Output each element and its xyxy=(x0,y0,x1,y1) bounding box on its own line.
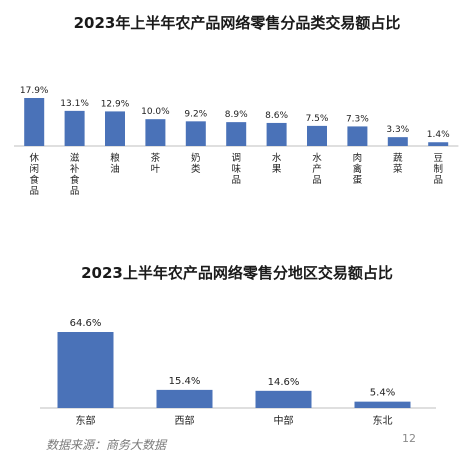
chart2-title: 2023上半年农产品网络零售分地区交易额占比 xyxy=(81,264,393,282)
data-label: 64.6% xyxy=(70,318,102,329)
category-label: 休闲食品 xyxy=(29,152,39,197)
data-label: 7.3% xyxy=(346,114,369,124)
category-label: 东北 xyxy=(373,414,393,427)
data-label: 3.3% xyxy=(386,125,409,135)
category-label: 肉禽蛋 xyxy=(353,152,363,186)
bar xyxy=(156,389,213,408)
data-label: 1.4% xyxy=(427,130,450,140)
data-label: 9.2% xyxy=(184,109,207,119)
bar xyxy=(428,142,449,146)
category-label: 蔬菜 xyxy=(393,152,403,175)
bar xyxy=(185,121,206,146)
bar xyxy=(226,122,247,146)
category-label: 中部 xyxy=(274,414,294,427)
category-label: 粮油 xyxy=(110,152,120,175)
bar xyxy=(387,137,408,146)
bar xyxy=(354,401,411,408)
category-label: 豆制品 xyxy=(433,153,443,186)
data-label: 14.6% xyxy=(268,377,300,388)
category-label: 水产品 xyxy=(312,152,322,186)
data-source-note: 数据来源：商务大数据 xyxy=(46,438,167,452)
category-label: 东部 xyxy=(76,414,96,427)
category-label: 西部 xyxy=(175,414,195,427)
bar xyxy=(307,125,327,146)
data-label: 7.5% xyxy=(306,114,329,124)
bar xyxy=(24,98,45,146)
bar xyxy=(57,332,114,408)
bar xyxy=(255,390,312,408)
bar xyxy=(347,126,368,146)
category-share-chart: 17.9% 休闲食品 13.1% 滋补食品 12.9% 粮油 10.0% 茶叶 9.2% 奶类 8.… xyxy=(14,86,459,197)
category-label: 滋补食品 xyxy=(70,152,80,197)
category-label: 茶叶 xyxy=(151,152,161,175)
category-label: 调味品 xyxy=(231,153,241,186)
bar xyxy=(145,119,166,146)
category-label: 奶类 xyxy=(191,152,201,175)
data-label: 5.4% xyxy=(370,388,395,399)
bar xyxy=(64,110,85,146)
bar xyxy=(266,122,287,146)
data-label: 17.9% xyxy=(20,86,49,96)
data-label: 12.9% xyxy=(101,99,130,109)
data-label: 15.4% xyxy=(169,376,201,387)
data-label: 13.1% xyxy=(60,99,89,109)
page-number: 12 xyxy=(402,432,416,445)
category-label: 水果 xyxy=(272,152,282,175)
data-label: 10.0% xyxy=(141,107,170,117)
data-label: 8.9% xyxy=(225,110,248,120)
data-label: 8.6% xyxy=(265,111,288,121)
chart1-title: 2023年上半年农产品网络零售分品类交易额占比 xyxy=(73,14,401,32)
bar xyxy=(105,111,125,146)
